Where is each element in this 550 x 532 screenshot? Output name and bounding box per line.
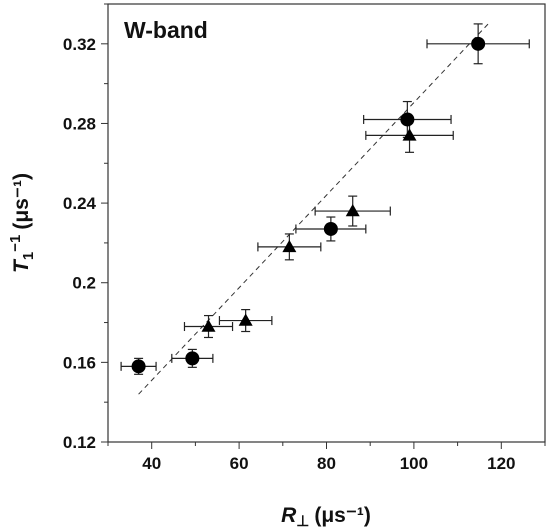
y-axis: 0.12 0.16 0.2 0.24 0.28 0.32 — [63, 3, 108, 452]
triangle-data-point — [238, 313, 253, 326]
x-axis-title-main: R — [281, 504, 297, 527]
x-tick-label: 40 — [142, 454, 161, 473]
x-axis-title-unit: (μs⁻¹) — [314, 504, 371, 527]
panel-label: W-band — [124, 17, 208, 43]
plot-frame — [107, 3, 546, 443]
triangle-data-point — [282, 239, 297, 253]
x-tick-label: 120 — [487, 454, 515, 473]
x-tick-label: 100 — [400, 454, 428, 473]
y-axis-title-main: T — [10, 258, 33, 273]
y-tick-label: 0.28 — [63, 114, 96, 133]
y-tick-label: 0.16 — [63, 353, 96, 372]
y-axis-title-sub: 1 — [20, 252, 37, 260]
y-tick-label: 0.24 — [63, 194, 97, 213]
x-axis-title: R⊥ (μs⁻¹) — [281, 504, 371, 530]
x-axis-title-sub: ⊥ — [296, 513, 309, 530]
y-axis-title: T1−1 (μs⁻¹) — [7, 173, 37, 273]
circle-data-point — [471, 36, 486, 51]
circle-data-point — [400, 112, 415, 127]
fit-line — [138, 23, 489, 395]
circle-data-point — [323, 221, 338, 236]
x-axis: 40 60 80 100 120 — [107, 442, 546, 473]
y-axis-title-unit: (μs⁻¹) — [10, 173, 33, 230]
circle-data-point — [185, 351, 200, 366]
circle-data-point — [131, 359, 146, 374]
x-tick-label: 60 — [230, 454, 249, 473]
y-tick-label: 0.2 — [72, 274, 96, 293]
x-tick-label: 80 — [317, 454, 336, 473]
y-tick-label: 0.12 — [63, 433, 96, 452]
y-tick-label: 0.32 — [63, 35, 96, 54]
error-bars — [120, 23, 530, 375]
data-markers — [131, 36, 486, 374]
y-axis-title-sup: −1 — [7, 235, 24, 252]
triangle-data-point — [402, 128, 417, 141]
triangle-data-point — [345, 204, 360, 217]
triangle-data-point — [201, 319, 216, 332]
